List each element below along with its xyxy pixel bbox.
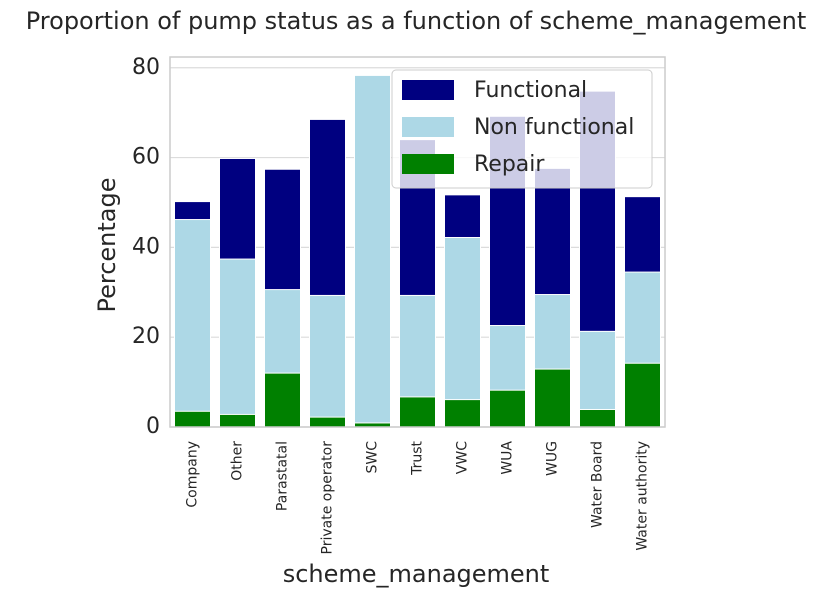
bar (219, 258, 256, 428)
bar (219, 413, 256, 428)
y-axis-label: Percentage (93, 177, 121, 312)
x-tick-label: SWC (365, 441, 381, 474)
bars (174, 74, 661, 428)
bar (174, 410, 211, 428)
x-tick-label: WUG (545, 441, 561, 476)
x-tick-label: Trust (410, 440, 426, 475)
y-tick-label: 80 (132, 55, 160, 80)
legend-label: Non functional (474, 115, 634, 140)
bar (264, 372, 301, 428)
bar (354, 74, 391, 428)
bar (309, 416, 346, 428)
legend-label: Functional (474, 78, 587, 103)
x-tick-label: Private operator (320, 441, 336, 555)
bar (399, 396, 436, 428)
x-tick-label: Water authority (635, 441, 651, 551)
chart-title: Proportion of pump status as a function … (26, 7, 806, 35)
legend-swatch (402, 80, 454, 100)
legend-label: Repair (474, 152, 545, 177)
x-tick-label: Parastatal (275, 441, 291, 511)
x-tick-label: VWC (455, 441, 471, 474)
x-tick-label: Company (185, 441, 201, 508)
x-tick-label: Water Board (590, 441, 606, 528)
plot-frame (169, 56, 666, 428)
bar (174, 219, 211, 428)
y-tick-label: 40 (132, 234, 160, 259)
y-tick-label: 0 (146, 414, 160, 439)
legend-swatch (402, 117, 454, 137)
bar (309, 294, 346, 428)
bar (534, 368, 571, 428)
bar (444, 399, 481, 428)
legend: Functional Non functional Repair (391, 69, 653, 189)
bar (489, 389, 526, 428)
x-tick-label: WUA (500, 441, 516, 475)
legend-box (391, 69, 653, 189)
x-tick-label: Other (230, 441, 246, 481)
x-axis-label: scheme_management (283, 560, 550, 588)
bar (579, 408, 616, 428)
legend-swatch (402, 154, 454, 174)
bar (624, 362, 661, 428)
y-tick-label: 20 (132, 324, 160, 349)
bar (444, 237, 481, 428)
y-tick-label: 60 (132, 145, 160, 170)
